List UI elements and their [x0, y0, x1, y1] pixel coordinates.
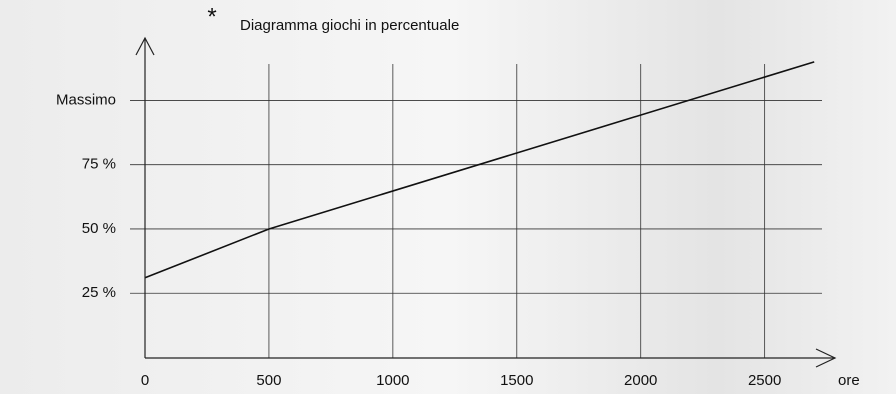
x-tick-label: 2500 [748, 372, 781, 389]
x-tick-label: 500 [256, 372, 281, 389]
y-tick-label: 50 % [82, 220, 116, 237]
y-tick-label: 25 % [82, 284, 116, 301]
x-tick-label: 2000 [624, 372, 657, 389]
chart-title: Diagramma giochi in percentuale [240, 17, 459, 34]
x-tick-label: 0 [141, 372, 149, 389]
x-axis-label: ore [838, 372, 860, 389]
x-tick-label: 1000 [376, 372, 409, 389]
data-line [144, 61, 815, 279]
y-arrow [135, 36, 155, 56]
y-tick-label: 75 % [82, 156, 116, 173]
annotation: * [207, 3, 216, 30]
x-arrow [815, 348, 837, 368]
axes [135, 36, 837, 368]
y-tick-label: Massimo [56, 91, 116, 108]
x-tick-label: 1500 [500, 372, 533, 389]
